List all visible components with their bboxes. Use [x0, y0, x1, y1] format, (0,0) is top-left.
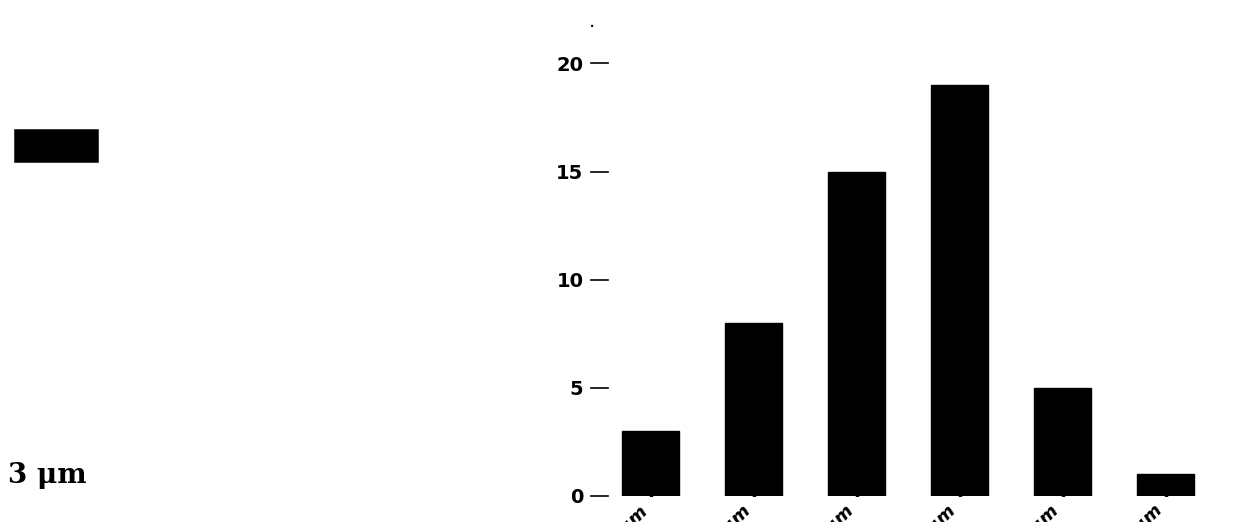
Bar — [931, 85, 988, 496]
Bar — [828, 172, 885, 496]
Bar — [1137, 474, 1194, 496]
Bar — [622, 431, 680, 496]
Bar — [0, 436, 141, 522]
Text: 3 μm: 3 μm — [9, 461, 87, 489]
Bar — [725, 323, 782, 496]
Bar — [1034, 388, 1091, 496]
Bar — [12, 127, 100, 164]
Text: ·: · — [589, 18, 595, 37]
